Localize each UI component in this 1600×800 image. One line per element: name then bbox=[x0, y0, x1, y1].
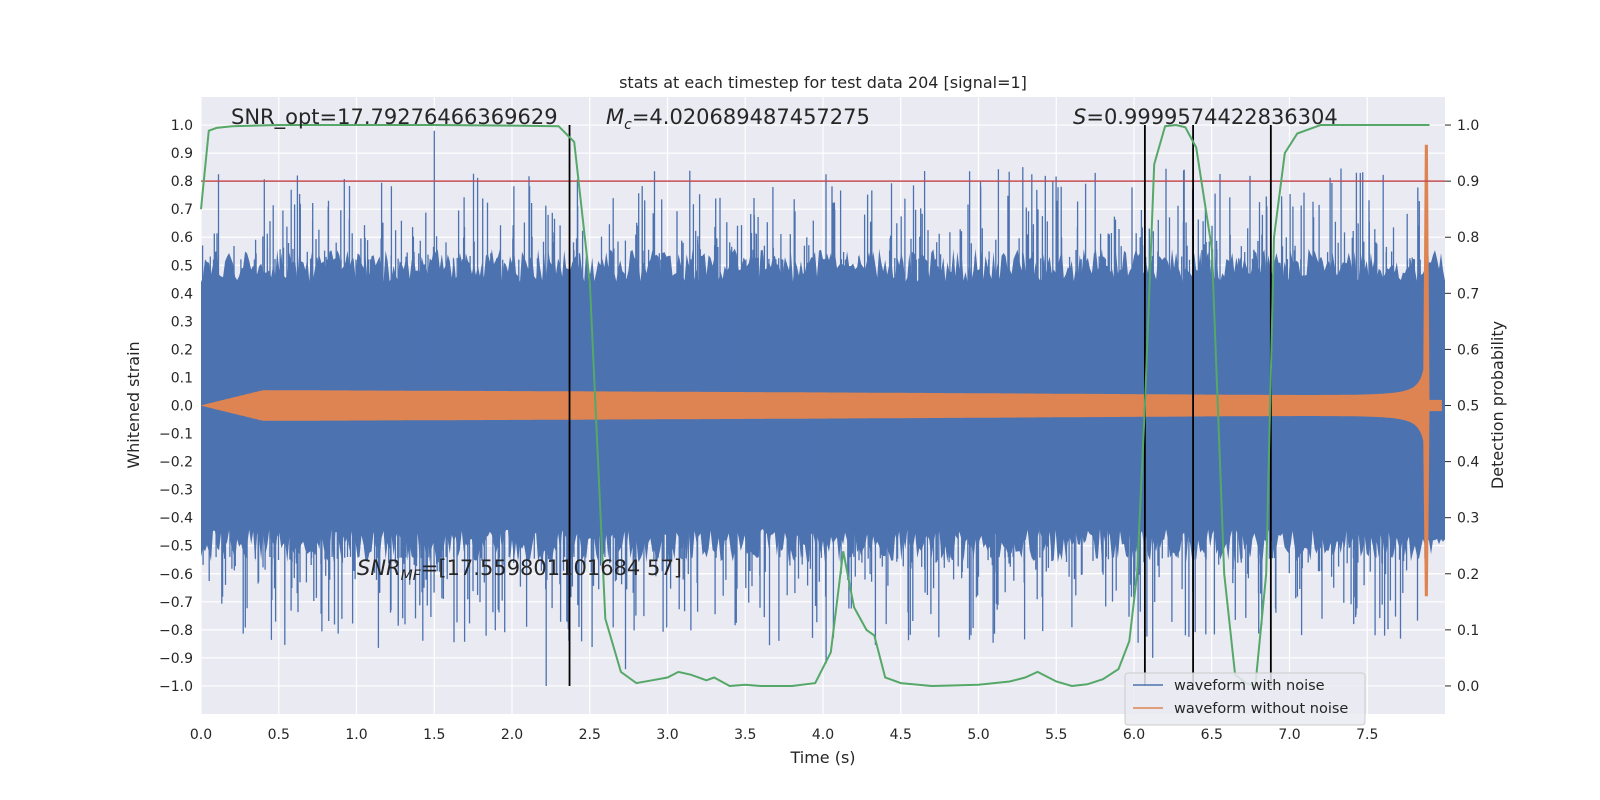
x-tick-label: 3.5 bbox=[734, 727, 756, 743]
x-tick-label: 1.5 bbox=[423, 727, 445, 743]
s-annotation: S=0.9999574422836304 bbox=[1073, 105, 1338, 129]
x-tick-label: 6.5 bbox=[1201, 727, 1223, 743]
y-tick-label: 0.8 bbox=[171, 174, 193, 190]
y-tick-label: −0.5 bbox=[159, 539, 193, 555]
x-tick-label: 2.5 bbox=[579, 727, 601, 743]
y-tick-label: −0.4 bbox=[159, 511, 193, 527]
y2-tick-label: 0.6 bbox=[1457, 342, 1479, 358]
x-tick-label: 4.5 bbox=[890, 727, 912, 743]
snr-opt-annotation: SNR_opt=17.79276466369629 bbox=[231, 105, 558, 130]
y-tick-label: 0.6 bbox=[171, 230, 193, 246]
y2-tick-label: 0.9 bbox=[1457, 174, 1479, 190]
y-tick-label: −0.3 bbox=[159, 483, 193, 499]
x-axis-ticks: 0.0 0.5 1.0 1.5 2.0 2.5 3.0 3.5 4.0 4.5 5.0 5.5 6.0 6… bbox=[190, 727, 1379, 743]
y-tick-label: −1.0 bbox=[159, 679, 193, 695]
y-axis-label: Whitened strain bbox=[124, 341, 143, 468]
y-tick-label: 0.3 bbox=[171, 314, 193, 330]
legend: waveform with noise waveform without noi… bbox=[1124, 672, 1366, 726]
snr-mf-annotation: SNRMF=[17.559801101684 57] bbox=[357, 556, 682, 584]
x-tick-label: 5.0 bbox=[967, 727, 989, 743]
y-tick-label: −0.2 bbox=[159, 455, 193, 471]
y2-tick-label: 0.1 bbox=[1457, 623, 1479, 639]
y-tick-label: −0.1 bbox=[159, 427, 193, 443]
y-tick-label: −0.9 bbox=[159, 651, 193, 667]
x-tick-label: 1.0 bbox=[345, 727, 367, 743]
y2-tick-label: 0.3 bbox=[1457, 511, 1479, 527]
left-axis-ticks: 1.0 0.9 0.8 0.7 0.6 0.5 0.4 0.3 0.2 0.1 0.0 −0.1 −0.… bbox=[159, 118, 193, 695]
right-axis-ticks: 1.0 0.9 0.8 0.7 0.6 0.5 0.4 0.3 0.2 0.1 0.0 bbox=[1445, 118, 1479, 695]
x-tick-label: 2.0 bbox=[501, 727, 523, 743]
y2-tick-label: 1.0 bbox=[1457, 118, 1479, 134]
legend-label-clean: waveform without noise bbox=[1174, 701, 1348, 717]
legend-label-noise: waveform with noise bbox=[1174, 678, 1325, 694]
y-tick-label: 0.4 bbox=[171, 286, 193, 302]
mc-annotation: Mc=4.020689487457275 bbox=[606, 105, 870, 133]
y-tick-label: −0.8 bbox=[159, 623, 193, 639]
y-tick-label: 0.2 bbox=[171, 342, 193, 358]
x-tick-label: 6.0 bbox=[1123, 727, 1145, 743]
y-tick-label: 0.0 bbox=[171, 399, 193, 415]
y2-tick-label: 0.8 bbox=[1457, 230, 1479, 246]
x-tick-label: 7.0 bbox=[1278, 727, 1300, 743]
x-tick-label: 0.5 bbox=[268, 727, 290, 743]
y-tick-label: 0.5 bbox=[171, 258, 193, 274]
x-tick-label: 4.0 bbox=[812, 727, 834, 743]
y2-tick-label: 0.0 bbox=[1457, 679, 1479, 695]
y-tick-label: 0.9 bbox=[171, 146, 193, 162]
chart-title: stats at each timestep for test data 204… bbox=[619, 73, 1027, 92]
y-tick-label: 0.7 bbox=[171, 202, 193, 218]
x-tick-label: 3.0 bbox=[656, 727, 678, 743]
x-tick-label: 0.0 bbox=[190, 727, 212, 743]
x-tick-label: 7.5 bbox=[1356, 727, 1378, 743]
x-tick-label: 5.5 bbox=[1045, 727, 1067, 743]
y2-tick-label: 0.5 bbox=[1457, 399, 1479, 415]
x-axis-label: Time (s) bbox=[789, 748, 855, 767]
y-tick-label: 1.0 bbox=[171, 118, 193, 134]
y-tick-label: 0.1 bbox=[171, 370, 193, 386]
legend-box bbox=[1124, 672, 1366, 726]
y2-tick-label: 0.2 bbox=[1457, 567, 1479, 583]
y2-tick-label: 0.7 bbox=[1457, 286, 1479, 302]
y2-axis-label: Detection probability bbox=[1488, 321, 1507, 489]
y2-tick-label: 0.4 bbox=[1457, 455, 1479, 471]
detection-probability-line bbox=[200, 123, 1430, 688]
y-tick-label: −0.6 bbox=[159, 567, 193, 583]
y-tick-label: −0.7 bbox=[159, 595, 193, 611]
